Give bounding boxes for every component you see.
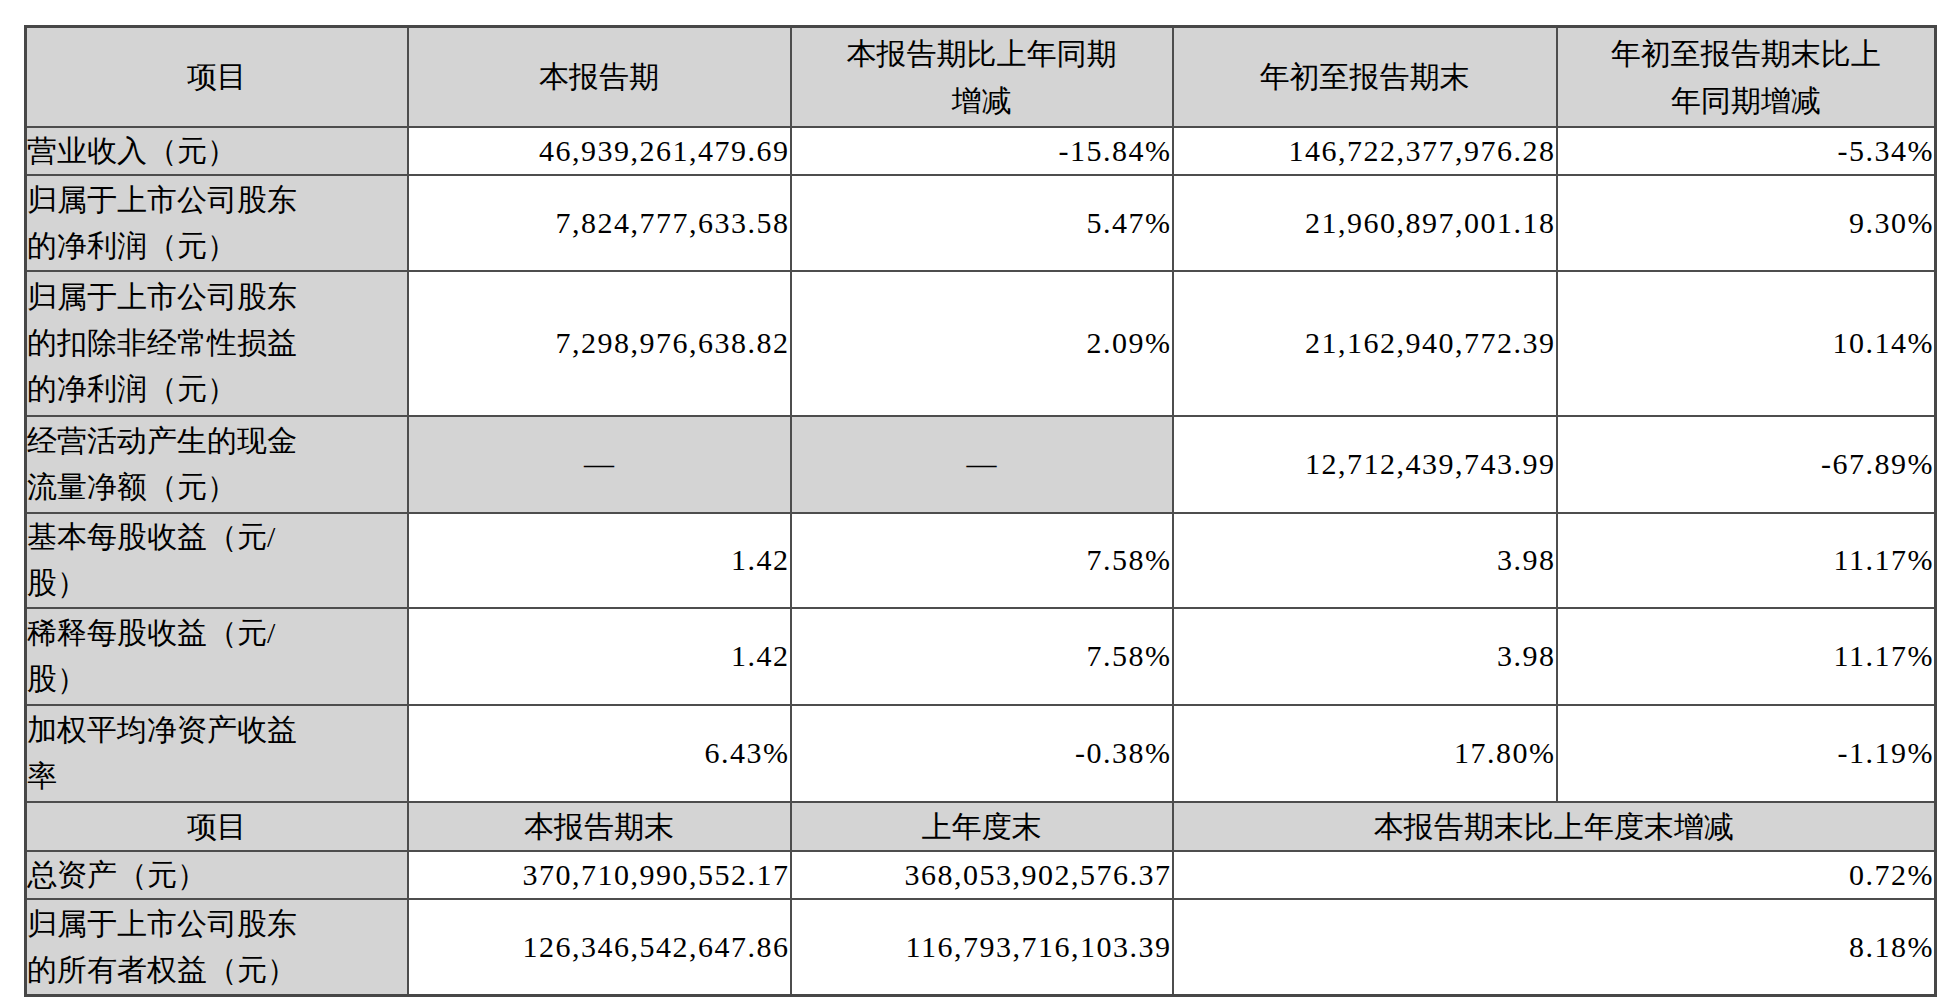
ytd-cell: 17.80% <box>1173 705 1557 802</box>
ytd-cell: 12,712,439,743.99 <box>1173 416 1557 513</box>
yoy-change-cell: 5.47% <box>791 175 1173 271</box>
ytd-yoy-change-cell: 9.30% <box>1557 175 1936 271</box>
item-label-cell: 加权平均净资产收益 率 <box>26 705 408 802</box>
yoy-change-cell: — <box>791 416 1173 513</box>
row-operating-revenue: 营业收入（元） 46,939,261,479.69 -15.84% 146,72… <box>26 127 1936 175</box>
ytd-yoy-change-cell: 11.17% <box>1557 608 1936 705</box>
item-label-cell: 基本每股收益（元/ 股） <box>26 513 408 608</box>
item-label-cell: 归属于上市公司股东 的净利润（元） <box>26 175 408 271</box>
current-period-cell: 7,298,976,638.82 <box>408 271 791 416</box>
ytd-cell: 146,722,377,976.28 <box>1173 127 1557 175</box>
row-total-assets: 总资产（元） 370,710,990,552.17 368,053,902,57… <box>26 851 1936 899</box>
ytd-cell: 3.98 <box>1173 513 1557 608</box>
item-label-cell: 归属于上市公司股东 的所有者权益（元） <box>26 899 408 996</box>
ytd-yoy-change-cell: -5.34% <box>1557 127 1936 175</box>
header-current-period-yoy: 本报告期比上年同期 增减 <box>791 27 1173 127</box>
current-period-cell: — <box>408 416 791 513</box>
row-basic-eps: 基本每股收益（元/ 股） 1.42 7.58% 3.98 11.17% <box>26 513 1936 608</box>
yoy-change-cell: 7.58% <box>791 608 1173 705</box>
header-ytd-yoy: 年初至报告期末比上 年同期增减 <box>1557 27 1936 127</box>
ytd-yoy-change-cell: -1.19% <box>1557 705 1936 802</box>
ytd-cell: 3.98 <box>1173 608 1557 705</box>
header-item-2: 项目 <box>26 802 408 851</box>
row-diluted-eps: 稀释每股收益（元/ 股） 1.42 7.58% 3.98 11.17% <box>26 608 1936 705</box>
yoy-change-cell: -0.38% <box>791 705 1173 802</box>
item-label-cell: 经营活动产生的现金 流量净额（元） <box>26 416 408 513</box>
item-label-cell: 总资产（元） <box>26 851 408 899</box>
yoy-change-cell: 7.58% <box>791 513 1173 608</box>
yoy-change-cell: -15.84% <box>791 127 1173 175</box>
current-period-cell: 6.43% <box>408 705 791 802</box>
current-period-cell: 46,939,261,479.69 <box>408 127 791 175</box>
current-period-cell: 1.42 <box>408 608 791 705</box>
section1-header-row: 项目 本报告期 本报告期比上年同期 增减 年初至报告期末 年初至报告期末比上 年… <box>26 27 1936 127</box>
prev-year-end-cell: 116,793,716,103.39 <box>791 899 1173 996</box>
ytd-cell: 21,960,897,001.18 <box>1173 175 1557 271</box>
item-label-cell: 营业收入（元） <box>26 127 408 175</box>
row-net-profit-excl-nonrecurring: 归属于上市公司股东 的扣除非经常性损益 的净利润（元） 7,298,976,63… <box>26 271 1936 416</box>
header-period-end: 本报告期末 <box>408 802 791 851</box>
row-weighted-avg-roe: 加权平均净资产收益 率 6.43% -0.38% 17.80% -1.19% <box>26 705 1936 802</box>
header-current-period: 本报告期 <box>408 27 791 127</box>
header-item: 项目 <box>26 27 408 127</box>
row-owners-equity: 归属于上市公司股东 的所有者权益（元） 126,346,542,647.86 1… <box>26 899 1936 996</box>
header-prev-year-end: 上年度末 <box>791 802 1173 851</box>
period-end-cell: 126,346,542,647.86 <box>408 899 791 996</box>
header-ytd: 年初至报告期末 <box>1173 27 1557 127</box>
current-period-cell: 7,824,777,633.58 <box>408 175 791 271</box>
item-label-cell: 稀释每股收益（元/ 股） <box>26 608 408 705</box>
ytd-yoy-change-cell: 10.14% <box>1557 271 1936 416</box>
item-label-cell: 归属于上市公司股东 的扣除非经常性损益 的净利润（元） <box>26 271 408 416</box>
yoy-change-cell: 2.09% <box>791 271 1173 416</box>
row-net-profit: 归属于上市公司股东 的净利润（元） 7,824,777,633.58 5.47%… <box>26 175 1936 271</box>
change-cell: 8.18% <box>1173 899 1936 996</box>
current-period-cell: 1.42 <box>408 513 791 608</box>
ytd-yoy-change-cell: 11.17% <box>1557 513 1936 608</box>
prev-year-end-cell: 368,053,902,576.37 <box>791 851 1173 899</box>
financial-summary-table: 项目 本报告期 本报告期比上年同期 增减 年初至报告期末 年初至报告期末比上 年… <box>24 25 1937 997</box>
ytd-cell: 21,162,940,772.39 <box>1173 271 1557 416</box>
report-page: 项目 本报告期 本报告期比上年同期 增减 年初至报告期末 年初至报告期末比上 年… <box>0 0 1958 1002</box>
period-end-cell: 370,710,990,552.17 <box>408 851 791 899</box>
section2-header-row: 项目 本报告期末 上年度末 本报告期末比上年度末增减 <box>26 802 1936 851</box>
change-cell: 0.72% <box>1173 851 1936 899</box>
ytd-yoy-change-cell: -67.89% <box>1557 416 1936 513</box>
row-operating-cash-flow: 经营活动产生的现金 流量净额（元） — — 12,712,439,743.99 … <box>26 416 1936 513</box>
header-period-end-change: 本报告期末比上年度末增减 <box>1173 802 1936 851</box>
